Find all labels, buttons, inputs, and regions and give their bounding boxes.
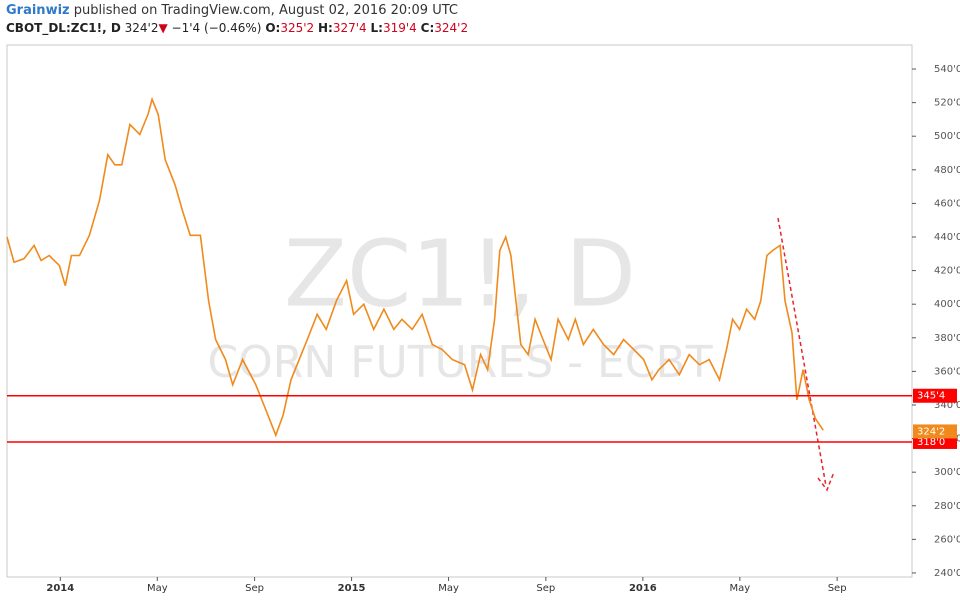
x-tick-label: Sep: [245, 583, 264, 594]
price-label-box: [913, 388, 957, 403]
y-tick-label: 540'0: [934, 64, 960, 75]
plot-frame: [6, 44, 913, 578]
y-tick-label: 460'0: [934, 198, 960, 209]
last-price-box: [913, 424, 957, 439]
y-tick-label: 260'0: [934, 534, 960, 545]
trend-arrow-head: [817, 471, 835, 492]
author[interactable]: Grainwiz: [6, 3, 70, 18]
c-value: 324'2: [434, 21, 469, 35]
x-tick-label: 2014: [46, 583, 74, 594]
y-tick-label: 240'0: [934, 568, 960, 579]
y-tick-label: 380'0: [934, 333, 960, 344]
h-label: H:: [318, 21, 333, 35]
x-tick-label: May: [438, 583, 459, 594]
h-value: 327'4: [332, 21, 367, 35]
symbol: CBOT_DL:ZC1!, D: [6, 21, 121, 35]
symbol-line: CBOT_DL:ZC1!, D 324'2▼ −1'4 (−0.46%) O:3…: [6, 21, 468, 35]
y-tick-label: 360'0: [934, 366, 960, 377]
l-label: L:: [370, 21, 383, 35]
y-tick-label: 440'0: [934, 232, 960, 243]
y-tick-label: 300'0: [934, 467, 960, 478]
x-tick-label: Sep: [536, 583, 555, 594]
x-tick-label: 2015: [338, 583, 366, 594]
o-label: O:: [265, 21, 281, 35]
trend-arrow: [777, 217, 827, 487]
price-label: 318'0: [917, 437, 945, 448]
header-line: Grainwiz published on TradingView.com, A…: [6, 3, 458, 18]
l-value: 319'4: [382, 21, 417, 35]
y-tick-label: 420'0: [934, 266, 960, 277]
published: published on TradingView.com, August 02,…: [73, 3, 458, 18]
y-tick-label: 400'0: [934, 299, 960, 310]
y-tick-label: 340'0: [934, 400, 960, 411]
c-label: C:: [420, 21, 435, 35]
y-tick-label: 520'0: [934, 98, 960, 109]
y-tick-label: 500'0: [934, 131, 960, 142]
last: 324'2: [124, 21, 159, 35]
price-label: 345'4: [917, 391, 945, 402]
y-tick-label: 480'0: [934, 165, 960, 176]
change: −1'4 (−0.46%): [171, 21, 262, 35]
o-value: 325'2: [280, 21, 315, 35]
price-line: [6, 96, 824, 438]
x-tick-label: Sep: [828, 583, 847, 594]
arrow: ▼: [158, 21, 168, 35]
x-tick-label: 2016: [629, 583, 657, 594]
watermark-symbol: ZC1!, D: [284, 220, 636, 327]
last-price-label: 324'2: [917, 426, 945, 437]
y-tick-label: 280'0: [934, 501, 960, 512]
x-tick-label: May: [730, 583, 751, 594]
x-tick-label: May: [147, 583, 168, 594]
